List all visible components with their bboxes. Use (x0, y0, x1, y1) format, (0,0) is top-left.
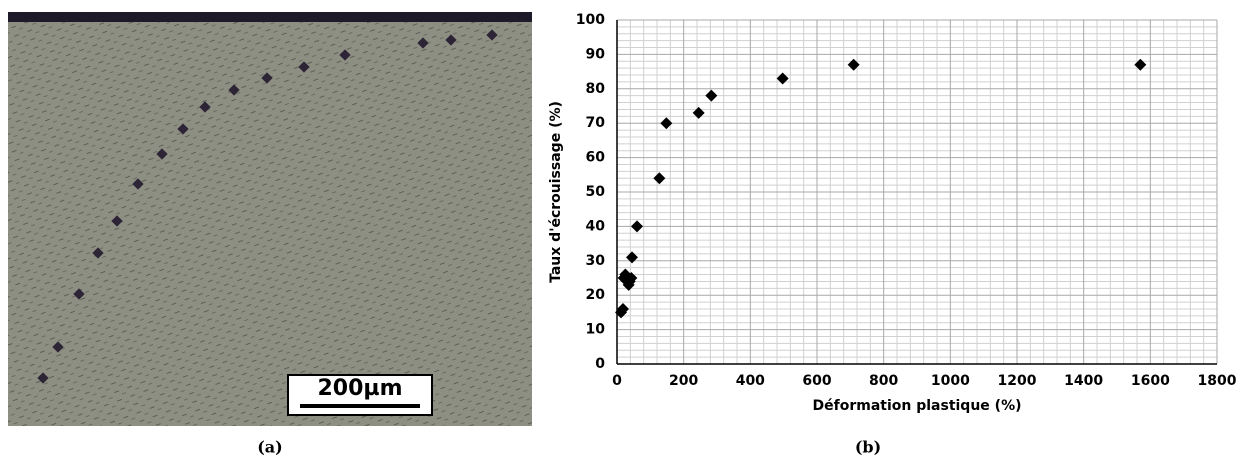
y-tick-label: 10 (586, 322, 606, 338)
data-point (617, 272, 630, 284)
data-point (653, 172, 666, 185)
data-point (1134, 58, 1147, 71)
panel-label: (a) (257, 438, 283, 457)
y-tick-label: 30 (586, 253, 606, 269)
x-tick-label: 1800 (1198, 373, 1237, 389)
y-tick-label: 70 (586, 115, 606, 131)
data-point (631, 220, 643, 233)
data-point (847, 58, 860, 71)
scale-bar-label: 200µm (317, 376, 402, 401)
y-tick-label: 50 (586, 184, 606, 200)
data-point (692, 106, 705, 119)
y-tick-label: 40 (586, 218, 606, 234)
y-tick-label: 80 (586, 81, 606, 97)
data-point (626, 251, 638, 264)
y-axis-label: Taux d'écrouissage (%) (548, 101, 564, 283)
y-tick-label: 20 (586, 287, 606, 303)
x-tick-label: 1200 (998, 373, 1037, 389)
x-tick-label: 400 (736, 373, 765, 389)
x-tick-label: 800 (869, 373, 898, 389)
x-tick-label: 200 (669, 373, 698, 389)
y-tick-label: 0 (595, 356, 605, 372)
y-tick-label: 60 (586, 150, 606, 166)
x-tick-label: 1400 (1064, 373, 1103, 389)
y-tick-label: 100 (576, 12, 605, 28)
x-tick-label: 0 (612, 373, 622, 389)
x-tick-label: 1000 (931, 373, 970, 389)
x-axis-label: Déformation plastique (%) (813, 398, 1022, 414)
x-tick-label: 1600 (1131, 373, 1170, 389)
data-point (776, 72, 789, 85)
data-point (615, 306, 627, 319)
data-point (660, 117, 673, 130)
micrograph: 200µm (8, 12, 532, 426)
panel-label: (b) (855, 438, 881, 457)
data-point (705, 89, 718, 102)
x-tick-label: 600 (802, 373, 831, 389)
y-tick-label: 90 (586, 46, 606, 62)
